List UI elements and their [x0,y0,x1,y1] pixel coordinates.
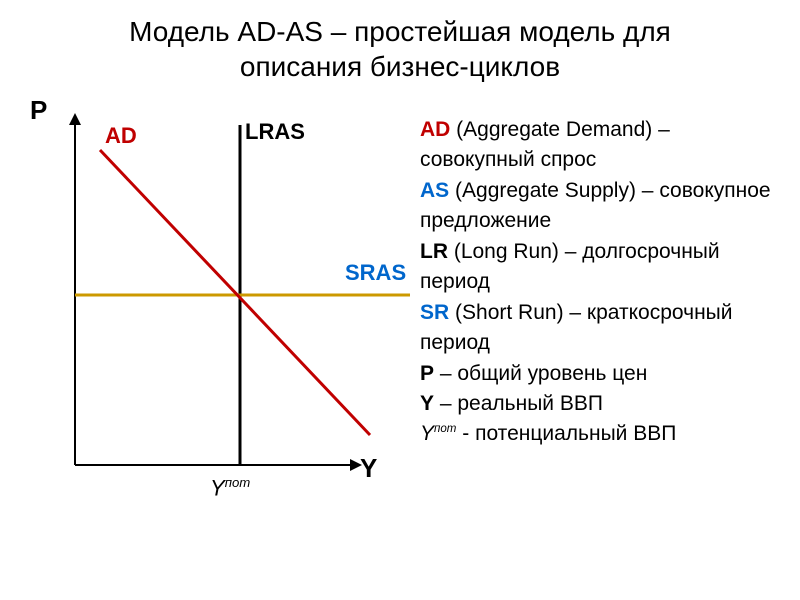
ypot-sup: пот [225,475,251,490]
content-area: P Y AD LRAS SRAS Yпот AD (Aggregate Dema… [0,95,800,600]
legend-term: AD [420,118,450,141]
legend-term: Y [420,392,434,415]
legend-row: AS (Aggregate Supply) – совокупное предл… [420,176,790,237]
legend-term: P [420,362,434,385]
title-line1: Модель AD-AS – простейшая модель для [129,16,671,47]
adas-chart: P Y AD LRAS SRAS Yпот [10,95,410,575]
sras-curve-label: SRAS [345,260,406,286]
legend-row: LR (Long Run) – долгосрочный период [420,237,790,298]
lras-curve-label: LRAS [245,119,305,145]
slide-title: Модель AD-AS – простейшая модель для опи… [0,0,800,84]
legend-row: AD (Aggregate Demand) – совокупный спрос [420,115,790,176]
legend-row: Y – реальный ВВП [420,389,790,419]
legend-term: LR [420,240,448,263]
legend-ypot-symbol: Yпот [420,422,456,445]
legend-ypot: Yпот - потенциальный ВВП [420,419,790,449]
legend-term: AS [420,179,449,202]
legend-block: AD (Aggregate Demand) – совокупный спрос… [420,115,790,450]
axis-label-p: P [30,95,47,126]
legend-term: SR [420,301,449,324]
legend-row: P – общий уровень цен [420,359,790,389]
ypot-base: Y [210,475,225,500]
y-potential-label: Yпот [210,475,250,501]
axis-label-y: Y [360,453,377,484]
title-line2: описания бизнес-циклов [240,51,560,82]
ad-curve-label: AD [105,123,137,149]
legend-row: SR (Short Run) – краткосрочный период [420,298,790,359]
